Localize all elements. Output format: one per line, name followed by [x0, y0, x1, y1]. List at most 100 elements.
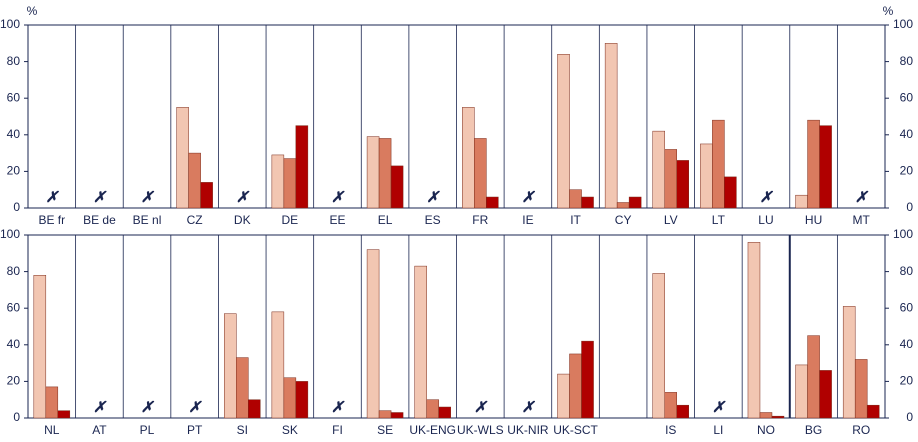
y2-tick-label: 20 — [900, 374, 914, 388]
x-tick-label: FR — [472, 213, 488, 227]
x-tick-label: EE — [329, 213, 345, 227]
no-data-marker: ✗ — [236, 189, 250, 206]
bar — [700, 143, 713, 209]
y-tick-label: 80 — [7, 264, 21, 278]
bar — [652, 130, 665, 209]
x-tick-label: LI — [713, 423, 723, 437]
bar — [236, 357, 249, 419]
bar — [295, 125, 309, 209]
bar — [771, 415, 785, 419]
bar — [557, 54, 570, 209]
bar — [224, 313, 237, 419]
bar — [676, 160, 689, 209]
y-tick-label: 60 — [7, 300, 21, 314]
x-tick-label: UK-SCT — [553, 423, 598, 437]
bar — [819, 125, 832, 209]
y2-tick-label: 60 — [900, 300, 914, 314]
bar — [795, 364, 808, 419]
y-tick-label: 80 — [7, 54, 21, 68]
y2-tick-label: 80 — [900, 54, 914, 68]
y2-tick-label: 0 — [906, 200, 913, 214]
x-tick-label: UK-WLS — [457, 423, 504, 437]
y-tick-label: 100 — [0, 227, 20, 241]
bar — [176, 107, 189, 209]
x-tick-label: EL — [378, 213, 393, 227]
bar — [283, 377, 297, 419]
bar — [676, 404, 689, 419]
no-data-marker: ✗ — [522, 189, 536, 206]
bar — [628, 196, 642, 209]
bar — [652, 273, 665, 419]
y2-tick-label: 100 — [893, 17, 913, 31]
no-data-marker: ✗ — [188, 399, 202, 416]
x-tick-label: NL — [44, 423, 60, 437]
bar — [569, 353, 582, 419]
y2-tick-label: 80 — [900, 264, 914, 278]
no-data-marker: ✗ — [46, 189, 60, 206]
y2-tick-label: 40 — [900, 127, 914, 141]
x-tick-label: IE — [522, 213, 533, 227]
y2-tick-label: 60 — [900, 90, 914, 104]
x-tick-label: FI — [332, 423, 343, 437]
bar — [819, 370, 832, 419]
bar — [712, 119, 725, 209]
y2-tick-label: 40 — [900, 337, 914, 351]
bar — [283, 158, 297, 209]
y-tick-label: 40 — [7, 337, 21, 351]
bar — [378, 410, 392, 419]
x-tick-label: SE — [377, 423, 393, 437]
x-tick-label: DK — [234, 213, 251, 227]
bar — [807, 119, 820, 209]
x-tick-label: NO — [757, 423, 775, 437]
x-tick-label: BE fr — [38, 213, 65, 227]
bar — [271, 154, 285, 209]
x-tick-label: BE de — [83, 213, 116, 227]
y2-tick-label: 20 — [900, 164, 914, 178]
y-tick-label: 100 — [0, 17, 20, 31]
bar — [248, 399, 261, 419]
bar — [854, 359, 868, 419]
bar — [604, 43, 618, 209]
x-tick-label: BG — [805, 423, 822, 437]
bar — [390, 412, 404, 419]
x-tick-label: UK-ENG — [409, 423, 456, 437]
bar — [569, 189, 582, 209]
x-tick-label: IS — [665, 423, 676, 437]
y2-tick-label: 0 — [906, 410, 913, 424]
x-tick-label: PL — [140, 423, 155, 437]
no-data-marker: ✗ — [141, 399, 155, 416]
y-tick-label: 20 — [7, 164, 21, 178]
no-data-marker: ✗ — [712, 399, 726, 416]
bar — [426, 399, 439, 419]
no-data-marker: ✗ — [141, 189, 155, 206]
x-tick-label: UK-NIR — [507, 423, 549, 437]
y-tick-label: 0 — [13, 410, 20, 424]
x-tick-label: PT — [187, 423, 203, 437]
bar — [616, 202, 630, 209]
bar — [759, 412, 773, 419]
no-data-marker: ✗ — [426, 189, 440, 206]
bar — [807, 335, 820, 419]
y2-tick-label: 100 — [893, 227, 913, 241]
y-tick-label: 40 — [7, 127, 21, 141]
no-data-marker: ✗ — [855, 189, 869, 206]
no-data-marker: ✗ — [474, 399, 488, 416]
no-data-marker: ✗ — [331, 189, 345, 206]
x-tick-label: LU — [758, 213, 773, 227]
y-tick-label: 60 — [7, 90, 21, 104]
bar — [390, 165, 404, 209]
bar — [366, 136, 380, 209]
bar — [45, 386, 59, 419]
x-tick-label: DE — [282, 213, 299, 227]
bar — [378, 138, 392, 209]
no-data-marker: ✗ — [760, 189, 774, 206]
no-data-marker: ✗ — [522, 399, 536, 416]
bar — [664, 392, 677, 419]
bar — [438, 406, 451, 419]
bar — [200, 182, 213, 209]
bar — [581, 340, 594, 419]
bar — [462, 107, 475, 209]
x-tick-label: CY — [615, 213, 632, 227]
bar — [842, 306, 856, 419]
